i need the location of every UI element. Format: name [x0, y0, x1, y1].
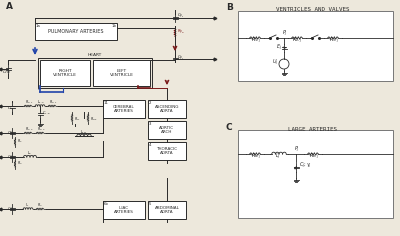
- Text: $L_j$: $L_j$: [275, 152, 281, 162]
- Text: $C_{1,p}$: $C_{1,p}$: [42, 109, 51, 116]
- Text: PULMONARY ARTERIES: PULMONARY ARTERIES: [48, 29, 104, 34]
- Bar: [103, 100, 145, 118]
- Text: RIGHT
VENTRICLE: RIGHT VENTRICLE: [53, 68, 77, 77]
- Text: LARGE ARTERIES: LARGE ARTERIES: [288, 127, 338, 132]
- Text: 4: 4: [149, 143, 152, 147]
- Text: 5: 5: [149, 202, 151, 206]
- Bar: [238, 130, 393, 218]
- Text: $C_2$: $C_2$: [7, 129, 13, 137]
- Text: $R_4$: $R_4$: [37, 201, 43, 209]
- Text: $P_j$: $P_j$: [282, 29, 288, 39]
- Text: $R_{p_m}$: $R_{p_m}$: [177, 27, 185, 36]
- Bar: [148, 142, 186, 160]
- Text: 2: 2: [149, 101, 152, 105]
- Bar: [148, 121, 186, 139]
- Text: $R_{1,j}$: $R_{1,j}$: [251, 36, 261, 46]
- Text: $L_{1,a}$: $L_{1,a}$: [37, 98, 45, 105]
- Text: $R_{b,j}$: $R_{b,j}$: [309, 152, 319, 162]
- Bar: [38, 58, 152, 88]
- Text: $P_j$: $P_j$: [294, 145, 300, 155]
- Text: $L_{cer}$: $L_{cer}$: [80, 128, 88, 136]
- Text: THORACIC
AORTA: THORACIC AORTA: [156, 147, 178, 156]
- Text: $C_3$: $C_3$: [7, 153, 13, 161]
- Text: $R_{3,j}$: $R_{3,j}$: [329, 36, 339, 46]
- Bar: [35, 23, 117, 40]
- Text: 2: 2: [38, 87, 40, 91]
- Text: $L_3$: $L_3$: [27, 149, 32, 157]
- Text: 3: 3: [149, 122, 152, 126]
- Text: $C_4$: $C_4$: [7, 205, 13, 213]
- Text: $R_{a,j}$: $R_{a,j}$: [251, 152, 261, 162]
- Bar: [93, 60, 150, 86]
- Text: HEART: HEART: [88, 53, 102, 57]
- Bar: [148, 100, 186, 118]
- Text: C: C: [226, 123, 233, 132]
- Text: $R_{b,2}$: $R_{b,2}$: [37, 125, 46, 133]
- Text: $U_j$: $U_j$: [272, 58, 278, 68]
- Text: ILIAC
ARTERIES: ILIAC ARTERIES: [114, 206, 134, 215]
- Text: 6b: 6b: [104, 202, 109, 206]
- Text: ABDOMINAL
AORTA: ABDOMINAL AORTA: [154, 206, 180, 215]
- Text: $R_{a,2}$: $R_{a,2}$: [25, 125, 34, 133]
- Text: $R_{a,1}$: $R_{a,1}$: [25, 98, 34, 105]
- Text: AORTIC
ARCH: AORTIC ARCH: [160, 126, 174, 135]
- Text: LEFT
VENTRICLE: LEFT VENTRICLE: [110, 68, 134, 77]
- Text: $E_j$: $E_j$: [276, 43, 282, 53]
- Bar: [103, 201, 145, 219]
- Text: $R_{2,j}$: $R_{2,j}$: [292, 36, 302, 46]
- Text: $C_1$: $C_1$: [7, 104, 13, 112]
- Text: CEREBRAL
ARTERIES: CEREBRAL ARTERIES: [113, 105, 135, 114]
- Bar: [148, 201, 186, 219]
- Text: $C_{ven}$: $C_{ven}$: [2, 68, 12, 76]
- Bar: [40, 60, 90, 86]
- Text: $C_{p_1}$: $C_{p_1}$: [177, 53, 184, 62]
- Text: $C_{p_2}$: $C_{p_2}$: [177, 11, 184, 20]
- Text: $I_1$: $I_1$: [25, 201, 29, 209]
- Text: $R_{b,1}$: $R_{b,1}$: [49, 98, 58, 105]
- Text: $C_j; \gamma_j$: $C_j; \gamma_j$: [299, 161, 312, 171]
- Text: $R_{1m}$: $R_{1m}$: [90, 115, 98, 122]
- Text: $R_3$: $R_3$: [17, 159, 23, 167]
- Text: VENTRICLES AND VALVES: VENTRICLES AND VALVES: [276, 7, 350, 12]
- Bar: [238, 11, 393, 81]
- Text: 11: 11: [104, 101, 109, 105]
- Text: 1b: 1b: [112, 24, 117, 28]
- Text: ASCENDING
AORTA: ASCENDING AORTA: [155, 105, 179, 114]
- Text: $R_2$: $R_2$: [17, 137, 23, 145]
- Text: $R_{11}$: $R_{11}$: [74, 115, 81, 122]
- Text: A: A: [6, 2, 13, 11]
- Text: B: B: [226, 3, 233, 12]
- Text: 1a: 1a: [36, 24, 41, 28]
